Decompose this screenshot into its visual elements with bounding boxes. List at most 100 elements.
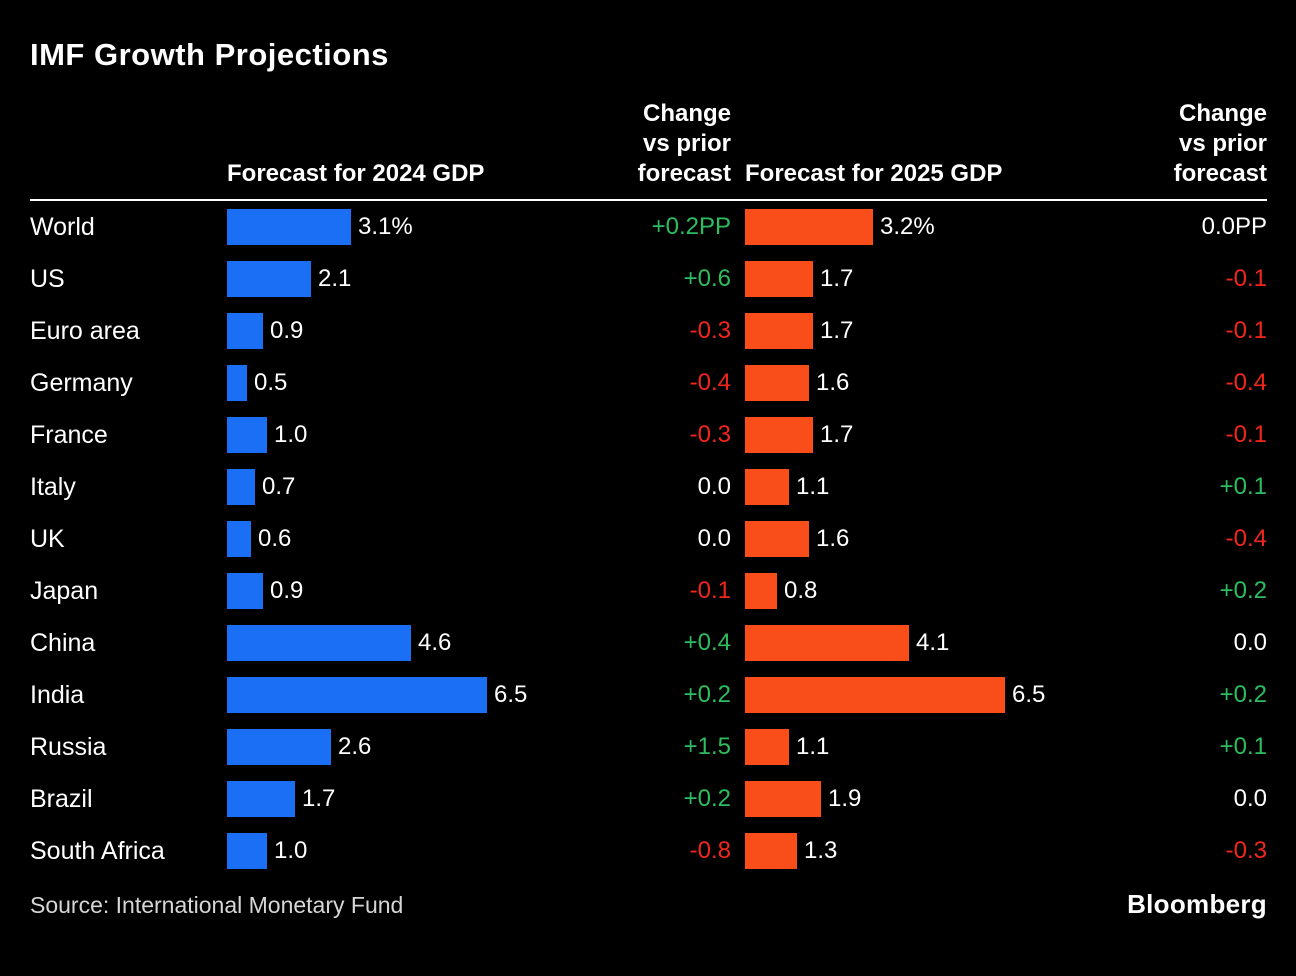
- change-value-2025: +0.1: [1219, 733, 1267, 761]
- bar-value-2024: 0.7: [262, 473, 296, 501]
- row-label: France: [30, 420, 108, 449]
- bar-2025: [745, 365, 809, 402]
- change-value-2025: -0.1: [1225, 317, 1267, 345]
- bar-value-2025: 4.1: [916, 629, 950, 657]
- bar-2024: [227, 313, 263, 350]
- bar-2024: [227, 417, 267, 454]
- bar-2025: [745, 729, 789, 766]
- bar-value-2024: 2.6: [338, 733, 372, 761]
- bar-cell-2024: 6.5: [227, 669, 607, 721]
- change-value-2024: +0.4: [683, 629, 731, 657]
- row-label: India: [30, 680, 85, 709]
- bar-2025: [745, 625, 909, 662]
- row-label: South Africa: [30, 836, 165, 865]
- bar-2025: [745, 469, 789, 506]
- table-row: Russia 2.6 +1.5 1.1 +0.1: [30, 721, 1267, 773]
- bar-cell-2025: 1.7: [745, 305, 1125, 357]
- row-label: Italy: [30, 472, 76, 501]
- change-value-2025: 0.0: [1233, 629, 1267, 657]
- bar-value-2024: 3.1%: [358, 213, 413, 241]
- change-value-2024: +0.2: [683, 785, 731, 813]
- table-row: UK 0.6 0.0 1.6 -0.4: [30, 513, 1267, 565]
- change-value-2024: 0.0: [697, 525, 731, 553]
- bar-value-2025: 3.2%: [880, 213, 935, 241]
- bloomberg-logo: Bloomberg: [1127, 889, 1267, 920]
- bar-cell-2024: 4.6: [227, 617, 607, 669]
- bar-value-2025: 0.8: [784, 577, 818, 605]
- source-note: Source: International Monetary Fund: [30, 892, 404, 919]
- bar-2024: [227, 573, 263, 610]
- table-row: Euro area 0.9 -0.3 1.7 -0.1: [30, 305, 1267, 357]
- bar-cell-2024: 0.9: [227, 305, 607, 357]
- bar-cell-2024: 2.1: [227, 253, 607, 305]
- table-row: World 3.1% +0.2PP 3.2% 0.0PP: [30, 201, 1267, 253]
- bar-value-2025: 1.1: [796, 473, 830, 501]
- bar-value-2025: 1.9: [828, 785, 862, 813]
- bar-value-2024: 2.1: [318, 265, 352, 293]
- bar-cell-2024: 0.5: [227, 357, 607, 409]
- table-row: US 2.1 +0.6 1.7 -0.1: [30, 253, 1267, 305]
- table-row: China 4.6 +0.4 4.1 0.0: [30, 617, 1267, 669]
- bar-cell-2025: 1.1: [745, 461, 1125, 513]
- table-row: Germany 0.5 -0.4 1.6 -0.4: [30, 357, 1267, 409]
- bar-2025: [745, 521, 809, 558]
- table-row: Brazil 1.7 +0.2 1.9 0.0: [30, 773, 1267, 825]
- bar-cell-2024: 0.9: [227, 565, 607, 617]
- bar-2024: [227, 729, 331, 766]
- change-value-2024: +0.2: [683, 681, 731, 709]
- row-label: UK: [30, 524, 65, 553]
- bar-2024: [227, 261, 311, 298]
- change-header-line: forecast: [637, 160, 731, 188]
- bar-cell-2024: 2.6: [227, 721, 607, 773]
- change-header-line: Change: [642, 100, 731, 128]
- bar-value-2024: 1.0: [274, 837, 308, 865]
- change-header-2025: Change vs prior forecast: [1125, 99, 1267, 189]
- bar-value-2024: 0.6: [258, 525, 292, 553]
- bar-value-2024: 0.9: [270, 577, 304, 605]
- bar-value-2025: 1.6: [816, 525, 850, 553]
- change-value-2024: +0.6: [683, 265, 731, 293]
- bar-cell-2024: 3.1%: [227, 201, 607, 253]
- bar-cell-2024: 1.0: [227, 825, 607, 877]
- row-label: Japan: [30, 576, 99, 605]
- bar-2024: [227, 677, 487, 714]
- change-value-2024: -0.1: [689, 577, 731, 605]
- bar-2024: [227, 781, 295, 818]
- row-label: China: [30, 628, 96, 657]
- chart-rows: World 3.1% +0.2PP 3.2% 0.0PP US 2.1 +0.6…: [30, 201, 1267, 877]
- bar-2025: [745, 781, 821, 818]
- change-header-line: vs prior: [642, 130, 731, 158]
- bar-cell-2024: 0.6: [227, 513, 607, 565]
- bar-cell-2025: 6.5: [745, 669, 1125, 721]
- column-header-row: Forecast for 2024 GDP Change vs prior fo…: [30, 99, 1267, 202]
- change-header-line: forecast: [1173, 160, 1267, 188]
- change-header-2024: Change vs prior forecast: [607, 99, 731, 189]
- bar-2024: [227, 833, 267, 870]
- change-value-2025: -0.4: [1225, 525, 1267, 553]
- change-value-2025: -0.3: [1225, 837, 1267, 865]
- change-value-2025: +0.2: [1219, 681, 1267, 709]
- bar-cell-2025: 3.2%: [745, 201, 1125, 253]
- bar-value-2024: 1.7: [302, 785, 336, 813]
- row-label: US: [30, 264, 65, 293]
- bar-2025: [745, 313, 813, 350]
- row-label: World: [30, 212, 95, 241]
- bar-value-2025: 6.5: [1012, 681, 1046, 709]
- bar-value-2025: 1.1: [796, 733, 830, 761]
- table-row: India 6.5 +0.2 6.5 +0.2: [30, 669, 1267, 721]
- change-value-2024: -0.3: [689, 421, 731, 449]
- change-value-2024: 0.0: [697, 473, 731, 501]
- change-value-2024: -0.8: [689, 837, 731, 865]
- chart-footer: Source: International Monetary Fund Bloo…: [30, 889, 1267, 920]
- chart-title: IMF Growth Projections: [30, 37, 389, 72]
- bar-2025: [745, 833, 797, 870]
- bar-value-2025: 1.7: [820, 265, 854, 293]
- change-value-2025: -0.1: [1225, 265, 1267, 293]
- row-label: Germany: [30, 368, 133, 397]
- bar-value-2025: 1.7: [820, 317, 854, 345]
- bar-cell-2025: 1.7: [745, 409, 1125, 461]
- change-value-2024: +0.2PP: [651, 213, 731, 241]
- bar-2024: [227, 469, 255, 506]
- table-row: Italy 0.7 0.0 1.1 +0.1: [30, 461, 1267, 513]
